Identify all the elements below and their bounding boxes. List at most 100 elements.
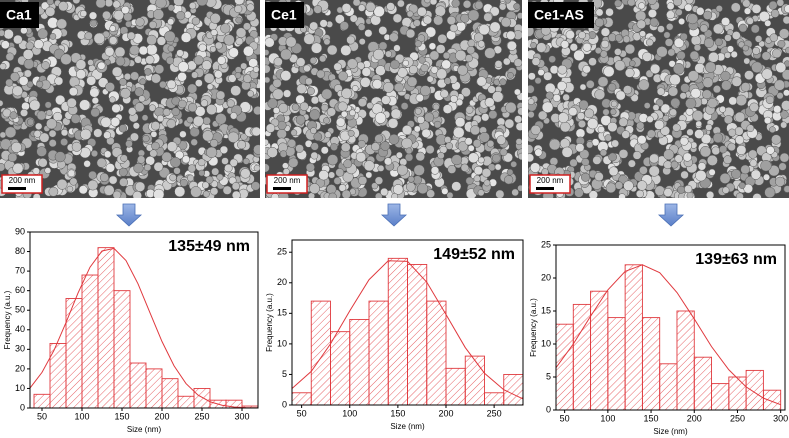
- particle: [327, 154, 339, 166]
- x-tick-label: 150: [644, 413, 659, 423]
- particle: [487, 85, 496, 94]
- particle: [251, 126, 260, 137]
- particle: [105, 82, 115, 92]
- particle: [10, 141, 23, 153]
- particle: [198, 43, 207, 52]
- particle: [252, 66, 260, 73]
- particle: [206, 104, 218, 115]
- particle: [109, 96, 116, 104]
- particle: [495, 189, 505, 198]
- particle: [222, 185, 232, 195]
- particle: [467, 9, 480, 22]
- particle: [371, 142, 380, 152]
- particle: [75, 69, 87, 80]
- particle: [600, 27, 611, 37]
- particle: [446, 15, 456, 25]
- particle: [104, 46, 115, 57]
- particle: [243, 74, 252, 83]
- particle: [499, 78, 507, 86]
- particle: [247, 90, 255, 98]
- particle: [556, 80, 567, 91]
- particle: [743, 7, 752, 15]
- y-tick-label: 30: [15, 344, 25, 354]
- particle: [291, 103, 300, 112]
- particle: [436, 68, 448, 80]
- particle: [272, 88, 284, 100]
- particle: [110, 117, 121, 127]
- particle: [728, 128, 737, 137]
- particle: [496, 135, 506, 145]
- particle: [742, 44, 749, 52]
- particle: [738, 182, 746, 189]
- particle: [5, 52, 15, 62]
- x-axis-label: Size (nm): [127, 425, 162, 434]
- bar: [330, 331, 351, 405]
- particle: [765, 95, 775, 105]
- particle: [20, 26, 28, 35]
- x-tick-label: 100: [74, 411, 89, 421]
- particle: [219, 145, 229, 154]
- particle: [103, 184, 115, 196]
- particle: [365, 1, 376, 13]
- particle: [234, 72, 242, 79]
- particle: [60, 138, 69, 146]
- particle: [660, 103, 671, 114]
- particle: [374, 176, 384, 185]
- particle: [724, 34, 732, 42]
- axes-frame: [291, 239, 524, 406]
- panel-label: Ce1: [271, 7, 297, 23]
- particle: [125, 140, 133, 148]
- particle: [246, 3, 255, 12]
- fit-curve: [292, 260, 523, 400]
- particle: [120, 154, 128, 162]
- particle: [494, 163, 502, 171]
- particle: [104, 0, 114, 8]
- particle: [253, 144, 260, 155]
- particle: [764, 186, 776, 198]
- bar: [659, 363, 678, 410]
- particle: [429, 0, 438, 6]
- particle: [378, 26, 388, 36]
- particle: [719, 105, 727, 113]
- particle: [419, 85, 431, 97]
- particle: [679, 32, 688, 41]
- particle: [494, 60, 503, 68]
- particle: [347, 129, 355, 137]
- particle: [306, 87, 315, 96]
- particle: [579, 83, 587, 91]
- particle: [413, 19, 421, 27]
- particle: [221, 157, 229, 165]
- particle: [187, 83, 198, 94]
- particle: [638, 113, 649, 123]
- particle: [226, 99, 235, 108]
- particle: [177, 72, 187, 82]
- particle: [602, 108, 610, 116]
- particle: [646, 115, 654, 123]
- particle: [186, 116, 194, 124]
- particle: [416, 115, 425, 124]
- scale-bar: [273, 187, 291, 190]
- particle: [319, 55, 327, 63]
- particle: [80, 128, 92, 140]
- particle: [374, 112, 387, 124]
- particle: [705, 123, 713, 131]
- particle: [371, 182, 379, 190]
- particle: [400, 102, 409, 110]
- particle: [761, 51, 771, 61]
- particle: [600, 39, 610, 49]
- particle: [618, 149, 629, 159]
- particle: [577, 119, 587, 129]
- y-axis-label: Frequency (a.u.): [529, 298, 538, 357]
- particle: [428, 42, 437, 50]
- particle: [449, 23, 458, 33]
- particle: [380, 141, 390, 151]
- particle: [46, 0, 54, 6]
- particle: [652, 104, 660, 111]
- particle: [624, 68, 635, 78]
- particle: [517, 107, 522, 116]
- particle: [132, 122, 140, 130]
- particle: [108, 36, 118, 45]
- arrow: [115, 203, 143, 227]
- particle: [79, 10, 88, 18]
- particle: [700, 133, 712, 145]
